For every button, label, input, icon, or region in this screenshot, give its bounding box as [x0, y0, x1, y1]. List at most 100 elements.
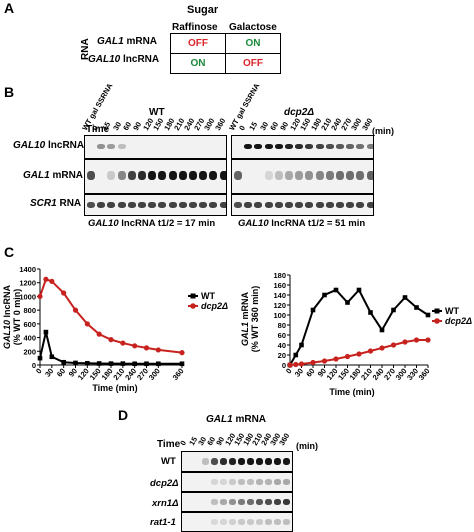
gel-wt-gal1-band-3 [117, 171, 126, 180]
gel-wt-gal1-band-11 [199, 171, 208, 180]
gel-wt-scr1-band-0 [87, 202, 95, 208]
left-xlabel: Time (min) [92, 383, 137, 393]
gel-d-dcp2-band-4 [220, 479, 227, 485]
gel-wt-gal1-band-0 [87, 171, 95, 180]
d-row-wt: WT [161, 456, 176, 467]
right-chart-series-0-point-1 [293, 352, 299, 358]
gel-dcp2-scr1-band-0 [234, 202, 242, 208]
right-chart-series-0-point-5 [333, 287, 339, 293]
gel-d-xrn1-band-5 [229, 499, 236, 505]
right-chart-series-0-point-3 [310, 307, 316, 313]
gel-dcp2-scr1-band-1 [244, 202, 253, 208]
gel-dcp2-gal1 [231, 159, 374, 194]
left-chart-xtick-label-2: 60 [55, 367, 67, 379]
right-chart-ytick-label-5: 100 [273, 311, 286, 320]
panel-c-label: C [4, 244, 15, 260]
unit-label-d: (min) [296, 441, 318, 451]
right-chart-series-0-point-6 [345, 300, 350, 305]
left-ylabel-2: (% WT 0 min) [12, 289, 22, 346]
gel-dcp2-scr1-band-8 [315, 202, 324, 208]
left-chart-series-0-point-12 [179, 361, 185, 367]
gel-wt-scr1-band-4 [127, 202, 136, 208]
gel-wt-gal1-band-12 [209, 171, 218, 180]
gel-wt-scr1-band-7 [158, 202, 167, 208]
cell-gal10-raffinose: ON [170, 53, 226, 74]
left-chart-ytick-label-3: 600 [23, 320, 36, 329]
gel-wt-gal1-band-2 [107, 171, 116, 180]
gel-dcp2-scr1-band-5 [285, 202, 293, 208]
gel-dcp2-gal10-band-8 [315, 144, 324, 149]
gel-wt-scr1-band-10 [189, 202, 197, 208]
gel-d-dcp2-band-9 [265, 479, 272, 485]
gel-wt-scr1 [84, 194, 227, 216]
gel-wt-scr1-band-8 [168, 202, 177, 208]
gel-dcp2-gal1-band-13 [366, 171, 373, 180]
time-label-b: Time [86, 124, 110, 135]
right-chart-ytick-label-7: 140 [273, 291, 286, 300]
left-chart-ytick-label-1: 200 [23, 347, 36, 356]
right-chart-series-0-point-9 [379, 327, 385, 333]
rna-state-table: OFF ON ON OFF [170, 33, 281, 74]
gel-d-wt-band-6 [238, 458, 245, 465]
left-chart-series-0-point-10 [144, 361, 149, 367]
legend-wt-right: WT [445, 306, 459, 316]
d-row-rat1: rat1-1 [150, 517, 176, 528]
gel-d-wt-band-5 [229, 458, 236, 465]
right-chart-series-0-point-11 [402, 295, 408, 300]
gel-dcp2-scr1-band-11 [346, 202, 355, 208]
right-chart-series-0-point-7 [356, 287, 362, 293]
gel-dcp2-gal1-band-10 [336, 171, 344, 180]
panel-d-title: GAL1 mRNA [206, 414, 267, 425]
gel-d-dcp2-band-8 [256, 479, 263, 485]
gel-d-rat1-band-9 [265, 519, 272, 525]
gel-d-wt-band-8 [256, 458, 263, 465]
legend-dcp2-right: dcp2Δ [445, 316, 472, 326]
left-chart-series-0-point-4 [73, 360, 78, 366]
gel-wt-scr1-band-9 [178, 202, 187, 208]
row-label-gal10: GAL10 lncRNA [88, 54, 160, 65]
gel-d-wt [181, 451, 293, 472]
gel-d-wt-band-4 [220, 458, 227, 465]
gel-dcp2-gal1-band-7 [305, 171, 314, 180]
gel-dcp2-gal1-band-6 [295, 171, 304, 180]
gel-d-xrn1-band-6 [238, 499, 245, 505]
gel-wt-gal1 [84, 159, 227, 194]
gel-wt-gal10-band-1 [97, 144, 106, 149]
left-chart-series-1-point-7 [108, 337, 114, 343]
right-chart-series-1-point-2 [298, 361, 305, 367]
wt-half-life: GAL10 lncRNA t1/2 = 17 min [88, 218, 216, 229]
left-chart-ytick-label-2: 400 [23, 334, 36, 343]
gel-dcp2-gal1-band-9 [325, 171, 334, 180]
gel-wt-gal1-band-5 [138, 171, 146, 180]
gel-d-dcp2-band-6 [238, 479, 245, 485]
left-chart-ytick-label-0: 0 [32, 361, 36, 370]
time-label-d: Time [157, 439, 181, 450]
gel-dcp2-gal1-band-4 [274, 171, 283, 180]
dcp2-title: dcp2Δ [284, 107, 315, 118]
col-header-galactose: Galactose [229, 22, 277, 33]
unit-label-b: (min) [372, 126, 394, 136]
panel-d-label: D [118, 407, 129, 423]
left-chart-series-0-point-3 [61, 359, 66, 365]
row-label-gal1: GAL1 mRNA [97, 36, 158, 47]
cell-gal1-galactose: ON [225, 33, 281, 54]
left-chart-series-0-point-9 [132, 361, 137, 367]
gel-wt-scr1-band-5 [138, 202, 146, 208]
left-chart-series-1-point-0 [37, 293, 43, 300]
left-chart-series-1-point-4 [72, 307, 79, 313]
right-chart-series-1-point-9 [379, 345, 385, 351]
gel-d-rat1-band-6 [238, 519, 245, 525]
left-chart-series-1-point-8 [120, 340, 126, 346]
left-chart-series-0-point-5 [85, 360, 90, 366]
panel-c-charts: GAL10 lncRNA (% WT 0 min) Time (min) 020… [2, 265, 472, 397]
right-chart-series-0-point-4 [322, 292, 327, 298]
gel-dcp2-gal10-band-1 [244, 144, 253, 149]
gel-d-rat1-band-3 [211, 519, 218, 525]
gel-wt-gal10-band-2 [107, 144, 116, 149]
gel-dcp2-scr1-band-4 [274, 202, 283, 208]
gel-dcp2-gal10-band-2 [254, 144, 263, 149]
gel-dcp2-gal1-band-11 [346, 171, 355, 180]
gel-dcp2-gal10-band-3 [264, 144, 273, 149]
gel-wt-gal1-band-4 [127, 171, 136, 180]
